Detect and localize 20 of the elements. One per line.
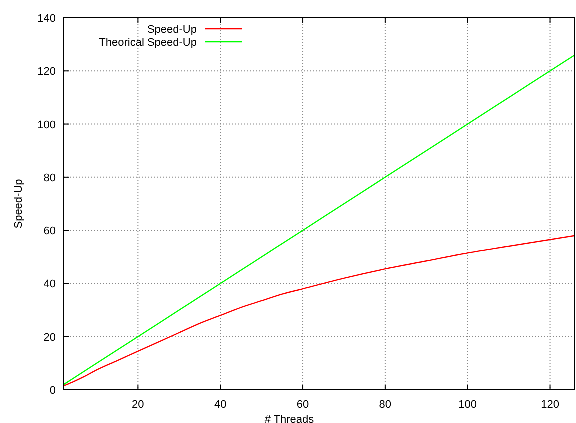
y-tick-label: 80 [44, 172, 56, 184]
y-tick-label: 60 [44, 226, 56, 238]
legend-label: Speed-Up [147, 24, 197, 36]
x-tick-label: 60 [296, 399, 310, 411]
x-tick-label: 120 [541, 399, 560, 411]
line-series [63, 235, 576, 387]
y-tick-label: 20 [44, 332, 56, 344]
x-tick-label: 100 [458, 399, 478, 411]
y-tick-label: 140 [38, 13, 56, 25]
line-series [63, 54, 576, 386]
x-tick-label: 20 [132, 399, 144, 411]
x-tick-label: 40 [214, 399, 227, 411]
legend-label: Theorical Speed-Up [99, 37, 197, 49]
y-tick-label: 120 [38, 66, 56, 78]
y-tick-label: 40 [44, 278, 56, 291]
y-tick-label: 0 [50, 385, 56, 397]
y-tick-label: 100 [38, 119, 56, 132]
x-tick-label: 80 [379, 399, 392, 411]
y-axis-title: Speed-Up [13, 179, 25, 229]
x-axis-title: # Threads [264, 414, 315, 423]
